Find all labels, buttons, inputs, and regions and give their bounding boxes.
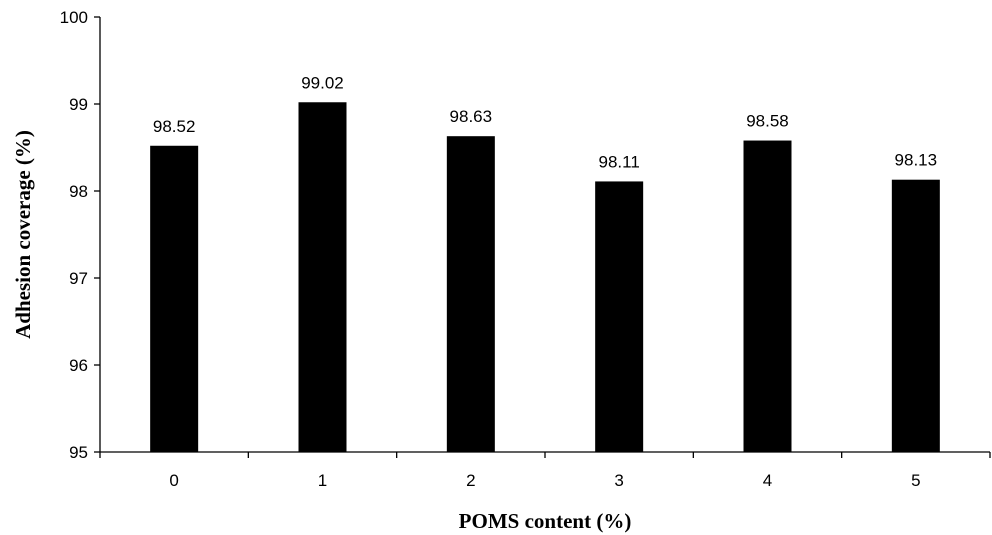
x-ticks-group: 0 1 2 3 4 5	[99, 452, 991, 490]
x-tick-label: 4	[763, 471, 772, 490]
y-ticks-group: 95 96 97 98 99 100	[60, 8, 100, 462]
x-tick-label: 1	[318, 471, 327, 490]
y-axis-title: Adhesion coverage (%)	[11, 130, 35, 339]
data-label-5: 98.13	[895, 151, 938, 170]
y-tick-label: 98	[69, 182, 88, 201]
data-label-3: 98.11	[599, 152, 640, 171]
data-label-2: 98.63	[450, 107, 493, 126]
bar-1	[298, 102, 347, 452]
bar-0	[150, 145, 199, 452]
bars-group	[150, 102, 940, 453]
x-tick-label: 3	[614, 471, 623, 490]
data-label-4: 98.58	[746, 112, 789, 131]
bar-2	[446, 136, 495, 452]
y-tick-label: 96	[69, 356, 88, 375]
data-labels-group: 98.52 99.02 98.63 98.11 98.58 98.13	[153, 73, 937, 171]
bar-4	[743, 140, 792, 453]
y-tick-label: 97	[69, 269, 88, 288]
y-tick-label: 95	[69, 443, 88, 462]
y-tick-label: 99	[69, 95, 88, 114]
x-tick-label: 2	[466, 471, 475, 490]
bar-3	[595, 181, 644, 452]
x-tick-label: 0	[169, 471, 178, 490]
bar-5	[891, 179, 940, 452]
data-label-1: 99.02	[301, 73, 344, 92]
y-tick-label: 100	[60, 8, 88, 27]
x-axis-title: POMS content (%)	[459, 509, 632, 533]
x-tick-label: 5	[911, 471, 920, 490]
data-label-0: 98.52	[153, 117, 196, 136]
